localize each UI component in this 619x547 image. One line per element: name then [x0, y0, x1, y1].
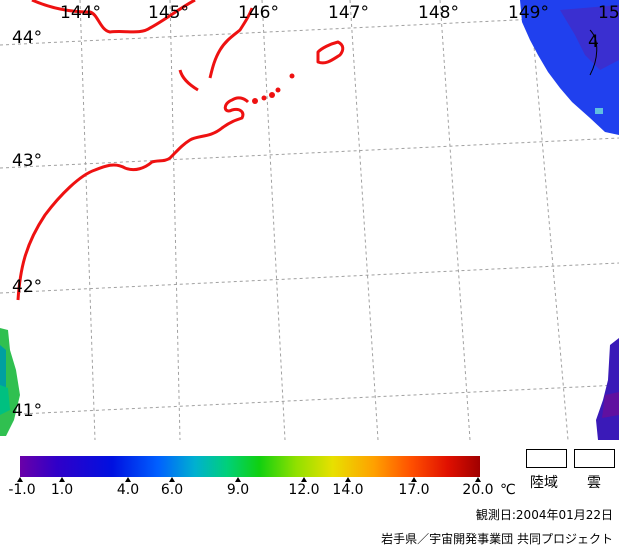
colorbar-tick — [301, 477, 307, 482]
contour-label: 4 — [588, 32, 599, 52]
cloud-legend-swatch — [574, 449, 615, 468]
lon-label-147: 147° — [328, 3, 369, 23]
sst-blue-patch-northeast — [520, 0, 619, 135]
colorbar-tick-label: 4.0 — [116, 482, 140, 498]
colorbar-tick — [169, 477, 175, 482]
colorbar-tick-label: 12.0 — [288, 482, 320, 498]
colorbar-unit: ℃ — [500, 482, 516, 498]
credit-line: 岩手県／宇宙開発事業団 共同プロジェクト — [381, 532, 613, 546]
lon-label-144: 144° — [60, 3, 101, 23]
lat-label-41: 41° — [12, 401, 43, 421]
colorbar-tick — [59, 477, 65, 482]
lon-label-145: 145° — [148, 3, 189, 23]
colorbar-tick — [475, 477, 481, 482]
colorbar-tick-label: 14.0 — [332, 482, 364, 498]
colorbar-tick — [411, 477, 417, 482]
colorbar-tick-label: 17.0 — [398, 482, 430, 498]
lon-label-146: 146° — [238, 3, 279, 23]
lon-label-148: 148° — [418, 3, 459, 23]
lat-label-43: 43° — [12, 151, 43, 171]
sst-map — [0, 0, 619, 440]
land-legend-label: 陸域 — [530, 475, 558, 491]
cloud-legend-label: 雲 — [587, 475, 601, 491]
colorbar-tick — [125, 477, 131, 482]
colorbar-tick — [17, 477, 23, 482]
lon-label-149: 149° — [508, 3, 549, 23]
land-legend-swatch — [526, 449, 567, 468]
lat-label-42: 42° — [12, 277, 43, 297]
sst-purple-patch-southeast — [596, 338, 619, 440]
lat-label-44: 44° — [12, 28, 43, 48]
colorbar-tick — [235, 477, 241, 482]
lon-label-150: 15 — [598, 3, 619, 23]
colorbar-tick-label: -1.0 — [8, 482, 36, 498]
sst-green-patch-west — [0, 328, 20, 436]
graticule — [0, 0, 619, 440]
kuril-islets — [252, 73, 295, 104]
colorbar-tick-label: 6.0 — [160, 482, 184, 498]
observation-date: 観測日:2004年01月22日 — [475, 508, 613, 522]
coastline — [16, 0, 345, 301]
colorbar-tick-label: 20.0 — [462, 482, 494, 498]
colorbar-tick-label: 9.0 — [226, 482, 250, 498]
colorbar-tick — [345, 477, 351, 482]
temperature-colorbar — [20, 456, 480, 477]
colorbar-tick-label: 1.0 — [50, 482, 74, 498]
